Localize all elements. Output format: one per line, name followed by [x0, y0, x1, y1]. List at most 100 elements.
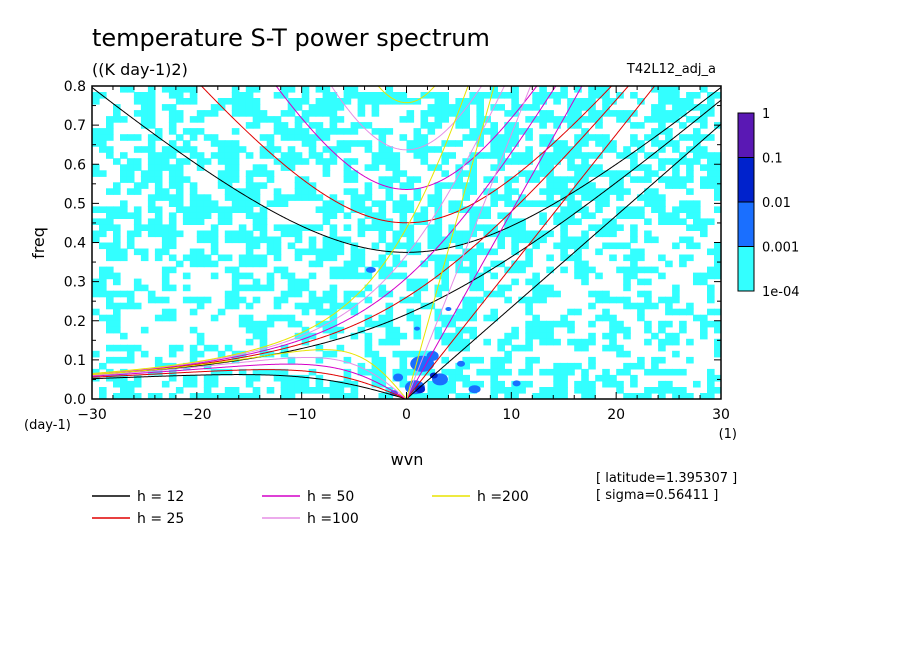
heat-cell [672, 206, 680, 213]
latitude-annotation: [ latitude=1.395307 ] [596, 471, 737, 486]
heat-cell [588, 393, 596, 399]
heat-cell [441, 332, 449, 340]
heat-cell [560, 140, 568, 147]
heat-cell [602, 86, 610, 93]
heat-cell [623, 206, 631, 213]
heat-cell [483, 290, 491, 298]
heat-cell [106, 152, 114, 159]
heat-cell [273, 158, 282, 165]
heat-cell [700, 332, 708, 340]
heat-cell [595, 164, 603, 171]
heat-cell [588, 387, 596, 394]
colorbar-label: 0.1 [762, 152, 783, 167]
heat-cell [357, 92, 366, 99]
dispersion-h50-mixed-rossby-gravity [92, 86, 557, 375]
heat-cell [567, 194, 575, 201]
heat-cell [476, 140, 484, 147]
heat-cell [462, 236, 470, 244]
heat-cell [490, 248, 498, 256]
heat-cell [350, 158, 359, 165]
heat-cell [679, 218, 687, 225]
heat-cell [301, 86, 310, 93]
heat-cell [126, 356, 135, 364]
heat-cell [196, 260, 205, 268]
heat-cell [175, 387, 184, 394]
heat-cell [231, 206, 240, 213]
heat-cell [525, 158, 533, 165]
heat-cell [294, 302, 303, 310]
heat-cell [504, 122, 512, 129]
heat-cell [413, 152, 422, 159]
heat-cell [196, 296, 205, 304]
heat-cell [693, 146, 701, 153]
heat-cell [378, 218, 387, 225]
heat-cell [714, 206, 721, 213]
x-unit-label: (1) [719, 427, 737, 442]
heat-cell [308, 260, 317, 268]
heat-cell [581, 104, 589, 111]
heat-cell [679, 368, 687, 376]
heat-cell [266, 134, 275, 141]
heat-cell [630, 122, 638, 129]
heat-cell [364, 350, 373, 358]
heat-cell [217, 98, 226, 105]
heat-cell [224, 344, 233, 352]
heat-cell [658, 116, 666, 123]
heat-cell [217, 350, 226, 358]
spectral-power-field [92, 86, 721, 399]
heat-cell [259, 326, 268, 334]
heat-cell [476, 368, 484, 376]
heat-cell [168, 176, 177, 183]
heat-cell [287, 224, 296, 231]
heat-cell [714, 350, 721, 358]
heat-cell [581, 344, 589, 352]
heat-cell [483, 224, 491, 231]
heat-cell [126, 242, 135, 250]
heat-cell [196, 248, 205, 256]
heat-cell [581, 134, 589, 141]
heat-cell [679, 134, 687, 141]
heat-cell [308, 290, 317, 298]
heat-cell [714, 92, 721, 99]
heat-cell [273, 242, 282, 250]
heat-cell [106, 146, 114, 153]
heat-cell [637, 122, 645, 129]
heat-cell [539, 134, 547, 141]
heat-cell [602, 242, 610, 250]
heat-cell [595, 170, 603, 177]
heat-cell [106, 122, 114, 129]
heat-cell [420, 212, 429, 219]
heat-cell [525, 116, 533, 123]
heat-cell [490, 368, 498, 376]
colorbar-segment [738, 113, 754, 158]
heat-cell [560, 218, 568, 225]
heat-cell [238, 393, 247, 399]
heat-peak [457, 360, 465, 367]
heat-cell [539, 284, 547, 292]
heat-cell [378, 362, 387, 370]
heat-cell [539, 332, 547, 340]
heat-cell [546, 176, 554, 183]
heat-cell [161, 158, 170, 165]
heat-cell [343, 380, 352, 388]
heat-cell [294, 98, 303, 105]
heat-cell [266, 320, 275, 328]
heat-cell [518, 236, 526, 244]
heat-cell [504, 296, 512, 304]
heat-cell [546, 338, 554, 346]
heat-cell [203, 374, 212, 382]
heat-cell [455, 140, 463, 147]
heat-cell [315, 387, 324, 394]
heat-cell [182, 254, 191, 262]
heat-cell [588, 224, 596, 231]
heat-cell [420, 152, 429, 159]
heat-cell [413, 393, 422, 399]
heat-cell [168, 314, 177, 322]
heat-cell [707, 374, 715, 382]
heat-cell [714, 170, 721, 177]
heat-cell [602, 98, 610, 105]
heat-cell [595, 140, 603, 147]
heat-cell [294, 158, 303, 165]
heat-cell [553, 212, 561, 219]
heat-cell [644, 116, 652, 123]
